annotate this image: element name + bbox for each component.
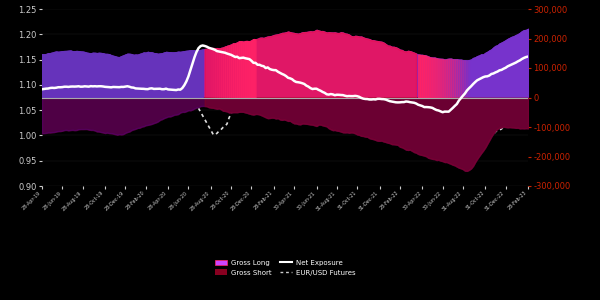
Legend: Gross Long, Gross Short, Net Exposure, EUR/USD Futures: Gross Long, Gross Short, Net Exposure, E… <box>212 257 358 278</box>
